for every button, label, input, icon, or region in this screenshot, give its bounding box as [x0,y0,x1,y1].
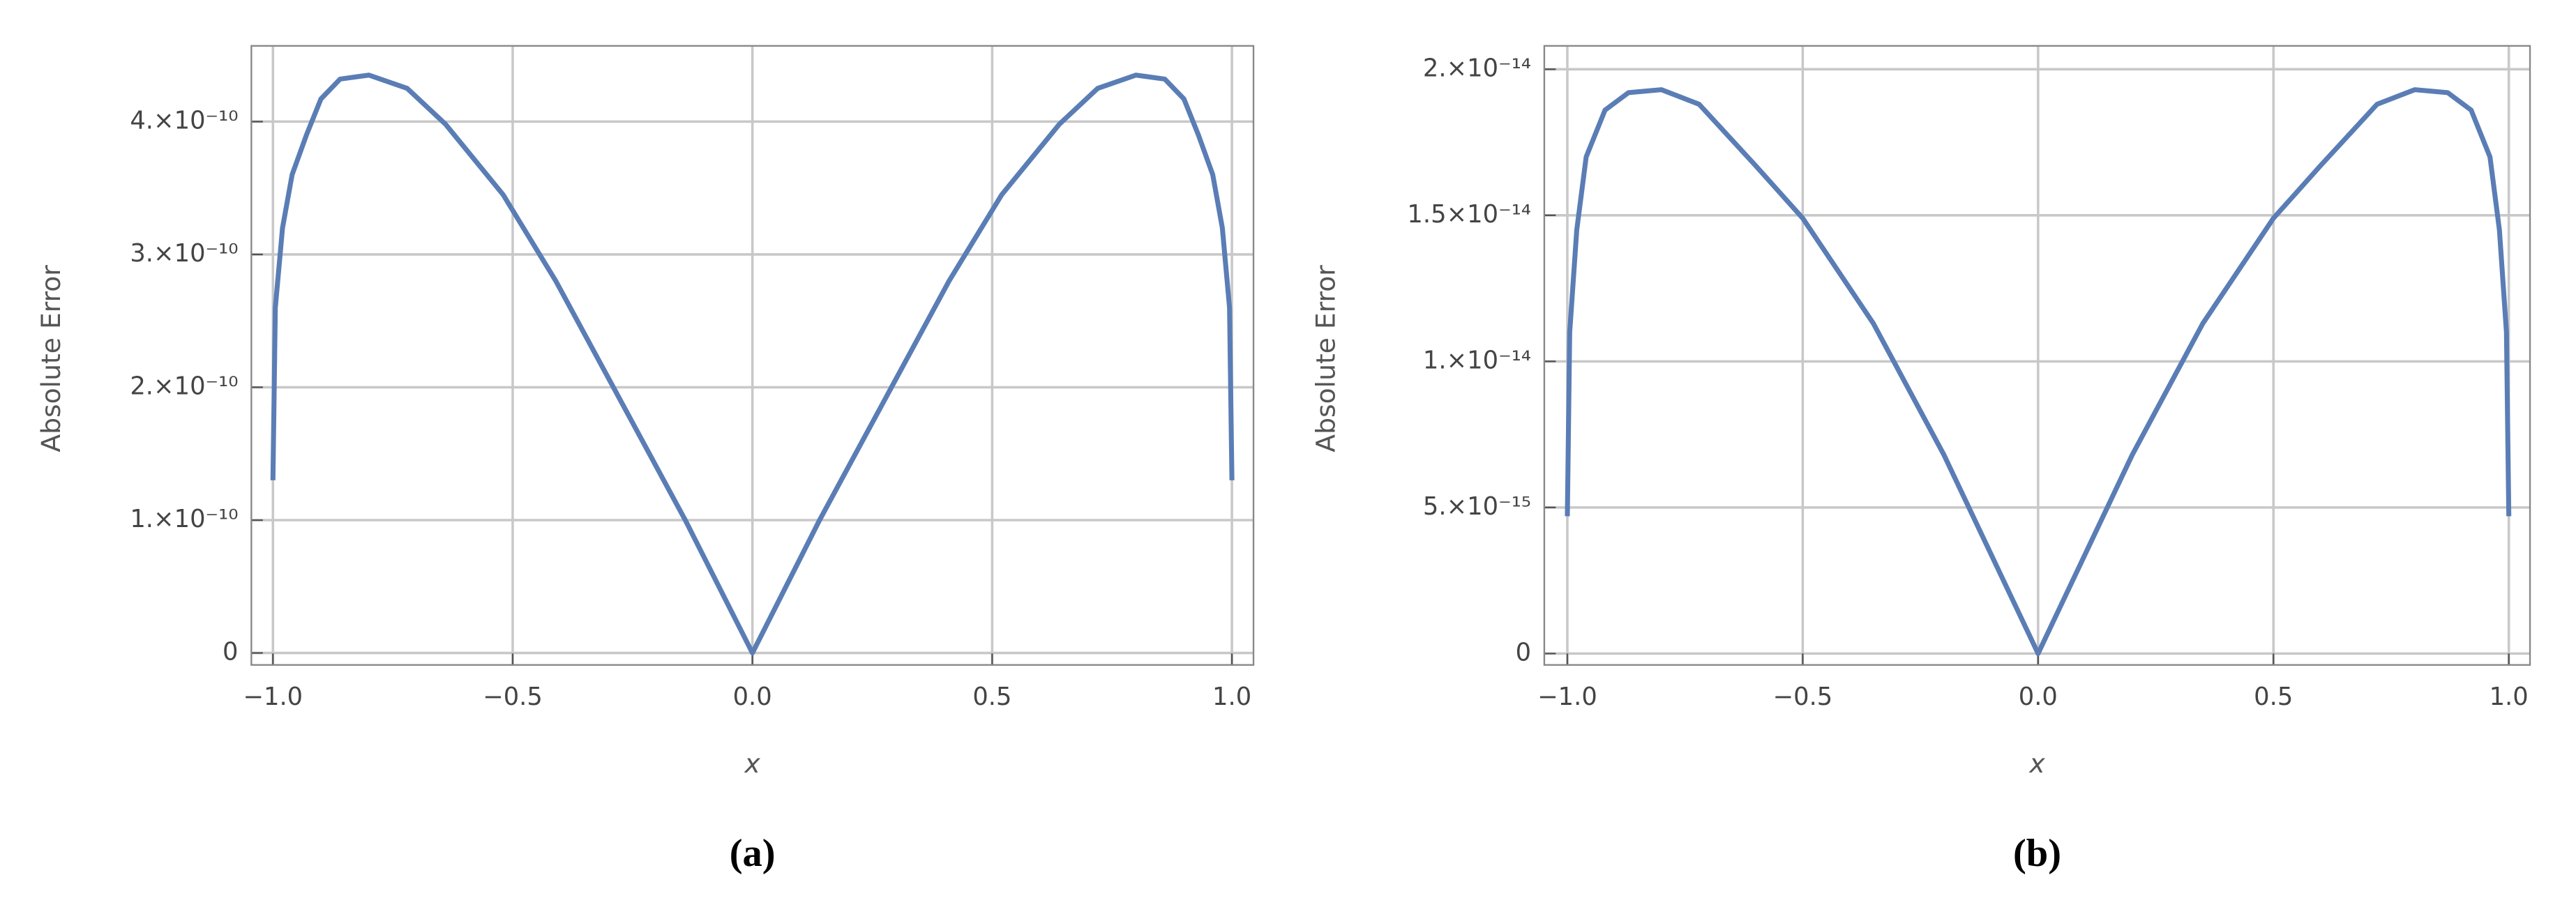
x-tick-label: 1.0 [1212,683,1251,711]
x-axis-label: x [2028,748,2045,779]
y-tick-label: 1.×10⁻¹⁴ [1423,346,1531,374]
x-axis-label: x [744,748,761,779]
x-tick-label: 0.0 [733,683,772,711]
x-tick-label: −0.5 [1773,683,1833,711]
x-tick-label: 1.0 [2490,683,2529,711]
y-tick-label: 0 [1516,638,1531,667]
y-axis-label: Absolute Error [36,265,66,452]
y-tick-label: 5.×10⁻¹⁵ [1423,492,1531,521]
y-axis-label: Absolute Error [1311,265,1341,452]
y-tick-label: 3.×10⁻¹⁰ [130,239,238,268]
y-tick-label: 1.5×10⁻¹⁴ [1407,200,1531,229]
y-tick-label: 1.×10⁻¹⁰ [130,505,238,533]
caption: (a) [730,832,776,875]
plot-frame [250,45,1255,666]
y-tick-label: 4.×10⁻¹⁰ [130,106,238,135]
caption: (b) [2013,832,2061,875]
x-tick-label: −1.0 [243,683,303,711]
x-tick-label: 0.5 [972,683,1011,711]
data-line [1565,87,2512,656]
y-tick-label: 2.×10⁻¹⁰ [130,372,238,400]
x-tick-label: −1.0 [1537,683,1597,711]
data-line [270,73,1235,656]
y-tick-label: 2.×10⁻¹⁴ [1423,54,1531,82]
x-tick-label: 0.5 [2254,683,2293,711]
y-tick-label: 0 [223,638,238,667]
x-tick-label: −0.5 [483,683,543,711]
x-tick-label: 0.0 [2019,683,2058,711]
plot-frame [1543,45,2531,666]
